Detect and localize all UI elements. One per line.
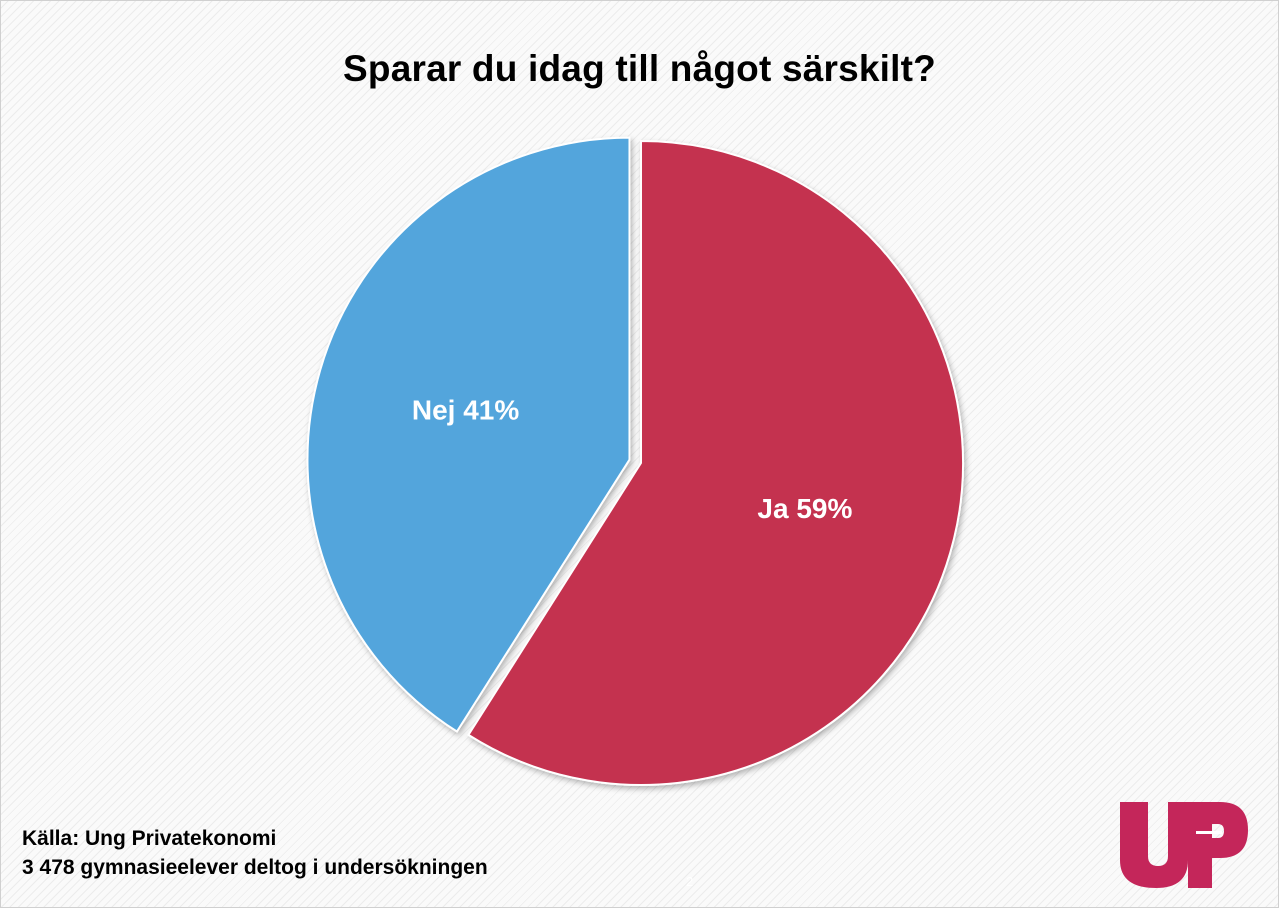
page-number: 2 (686, 874, 694, 889)
chart-title: Sparar du idag till något särskilt? (343, 48, 936, 89)
source-note: Källa: Ung Privatekonomi 3 478 gymnasiee… (22, 824, 488, 882)
source-line-2: 3 478 gymnasieelever deltog i undersökni… (22, 856, 488, 879)
pie-label-ja: Ja 59% (757, 493, 852, 524)
source-line-1: Källa: Ung Privatekonomi (22, 827, 277, 850)
pie-slice-ja (467, 139, 964, 786)
pie-slice-nej (306, 136, 631, 733)
up-logo (1120, 802, 1248, 888)
pie-label-nej: Nej 41% (412, 394, 519, 425)
